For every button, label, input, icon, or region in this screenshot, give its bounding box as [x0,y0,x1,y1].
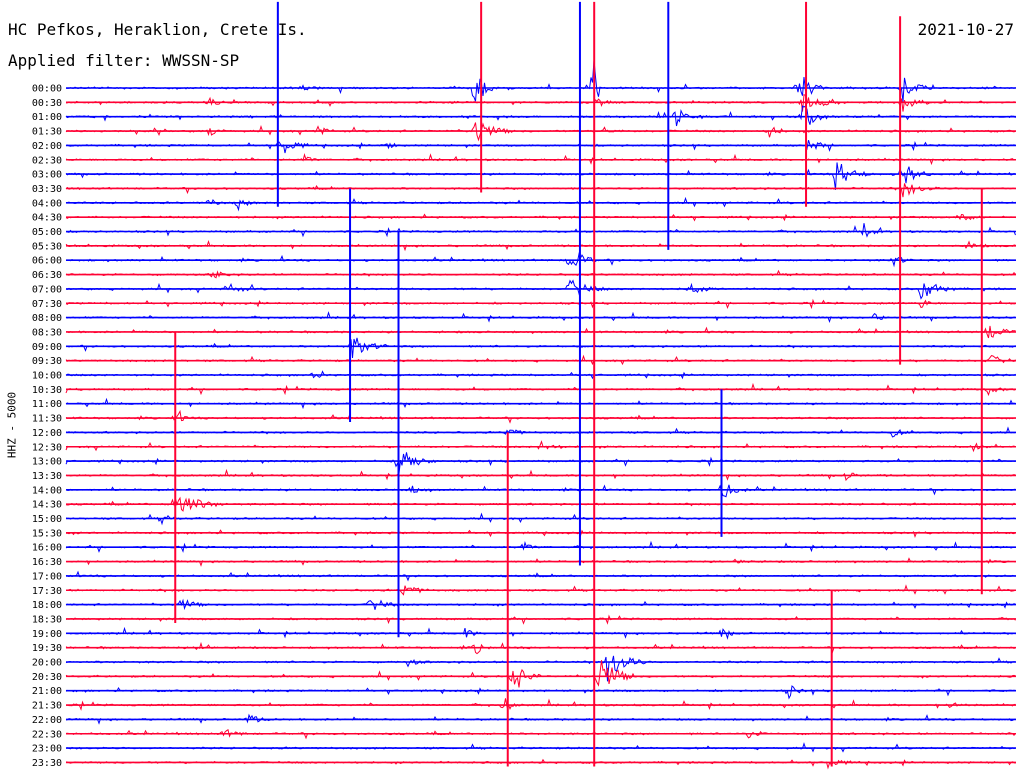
trace-line [65,140,1016,154]
time-label: 18:00 [32,600,62,611]
time-label: 20:30 [32,672,62,683]
time-label: 23:00 [32,744,62,755]
time-label: 10:00 [32,371,62,382]
time-label: 19:00 [32,629,62,640]
time-label: 19:30 [32,643,62,654]
time-label: 15:00 [32,514,62,525]
time-label: 06:30 [32,270,62,281]
trace-group [65,59,1016,770]
trace-line [65,655,1016,682]
time-label: 05:00 [32,227,62,238]
time-label: 08:00 [32,313,62,324]
record-date: 2021-10-27 [917,20,1014,39]
time-label: 12:00 [32,428,62,439]
time-label: 13:00 [32,457,62,468]
time-label: 17:00 [32,571,62,582]
time-label: 03:00 [32,170,62,181]
time-label: 04:00 [32,198,62,209]
trace-line [65,409,1016,424]
trace-line [65,196,1016,212]
time-label: 21:00 [32,686,62,697]
spike-group [174,1,983,767]
time-label: 18:30 [32,614,62,625]
trace-line [65,641,1016,655]
station-title: HC Pefkos, Heraklion, Crete Is. [8,20,307,39]
time-label: 09:30 [32,356,62,367]
time-label: 21:30 [32,701,62,712]
time-label: 12:30 [32,442,62,453]
time-label: 15:30 [32,528,62,539]
time-label: 06:00 [32,256,62,267]
time-label-group: 00:00 00:30 01:00 01:30 02:00 02:30 03:00 03:30… [32,84,62,769]
time-label: 03:30 [32,184,62,195]
time-label: 23:30 [32,758,62,769]
time-label: 02:00 [32,141,62,152]
trace-line [65,223,1016,238]
trace-line [65,758,1016,770]
time-label: 14:30 [32,500,62,511]
time-label: 04:30 [32,213,62,224]
time-label: 16:30 [32,557,62,568]
time-label: 22:30 [32,729,62,740]
trace-line [65,660,1016,688]
trace-line [65,183,1016,198]
time-label: 17:30 [32,586,62,597]
time-label: 05:30 [32,241,62,252]
time-label: 01:00 [32,112,62,123]
time-label: 00:00 [32,84,62,95]
filter-label: Applied filter: WWSSN-SP [8,51,240,70]
time-label: 02:30 [32,155,62,166]
trace-line [65,59,1016,102]
time-label: 00:30 [32,98,62,109]
trace-line [65,484,1016,498]
time-label: 11:30 [32,414,62,425]
time-label: 14:00 [32,485,62,496]
time-label: 11:00 [32,399,62,410]
time-label: 13:30 [32,471,62,482]
time-label: 16:00 [32,543,62,554]
trace-line [65,162,1016,190]
trace-line [65,337,1016,359]
time-label: 07:30 [32,299,62,310]
time-label: 20:00 [32,658,62,669]
time-label: 10:30 [32,385,62,396]
time-label: 07:00 [32,284,62,295]
time-label: 01:30 [32,127,62,138]
time-label: 22:00 [32,715,62,726]
trace-line [65,354,1016,366]
time-label: 09:00 [32,342,62,353]
trace-line [66,698,1016,711]
trace-line [65,685,1016,700]
time-label: 08:30 [32,327,62,338]
trace-line [65,452,1016,474]
